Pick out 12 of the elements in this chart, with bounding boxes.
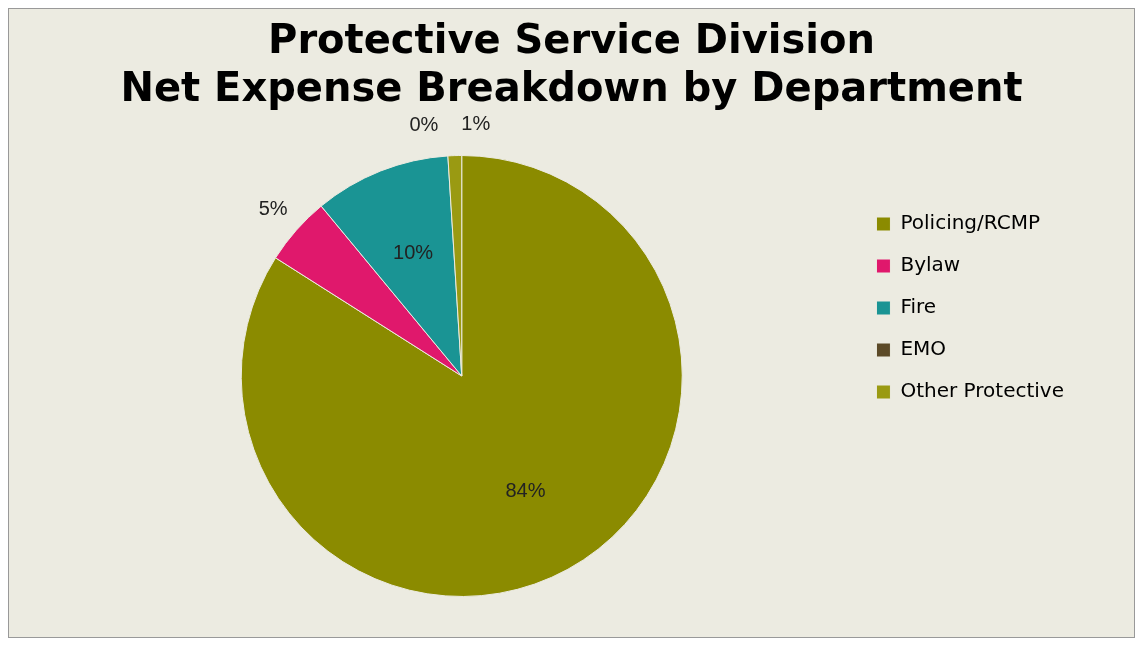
legend-label: Bylaw (900, 252, 961, 277)
text: 0% (409, 112, 439, 135)
text: Protective Service Division (268, 16, 875, 63)
data-label: 84% (505, 479, 546, 502)
data-label: 5% (258, 197, 288, 220)
data-label: 10% (393, 240, 434, 263)
text: Net Expense Breakdown by Department (120, 64, 1023, 111)
data-label: 1% (461, 112, 491, 135)
legend-label: Other Protective (900, 378, 1065, 403)
legend-label: EMO (900, 336, 947, 361)
legend-label: Policing/RCMP (900, 210, 1040, 235)
legend-label: Fire (900, 294, 937, 319)
